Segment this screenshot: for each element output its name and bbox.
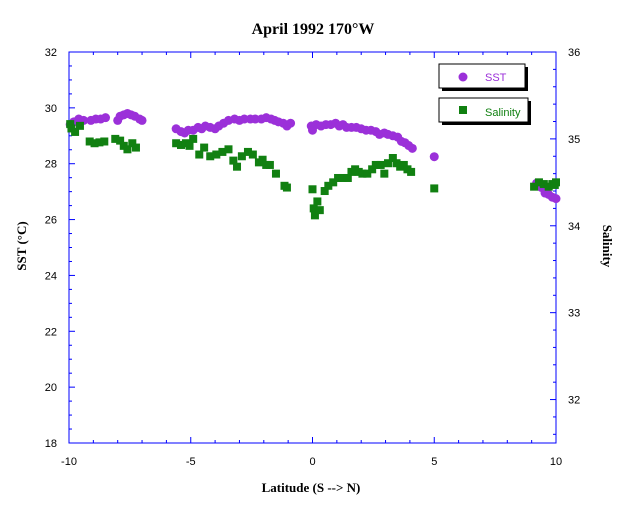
- salinity-point: [430, 184, 439, 193]
- x-tick-label: 5: [431, 456, 437, 468]
- salinity-point: [324, 181, 333, 190]
- salinity-point: [399, 160, 408, 169]
- salinity-point: [237, 152, 246, 161]
- salinity-point: [200, 143, 209, 152]
- salinity-point: [363, 169, 372, 178]
- y-left-tick-label: 28: [45, 159, 57, 171]
- salinity-point: [116, 136, 125, 145]
- salinity-point: [368, 165, 377, 174]
- salinity-point: [123, 145, 132, 154]
- sst-point: [551, 194, 561, 204]
- sst-point: [101, 113, 111, 123]
- y-left-tick-label: 20: [45, 382, 57, 394]
- salinity-point: [534, 178, 543, 187]
- sst-point: [407, 143, 417, 153]
- y-left-tick-label: 30: [45, 103, 57, 115]
- y-left-tick-label: 26: [45, 215, 57, 227]
- salinity-point: [539, 180, 548, 189]
- salinity-point: [308, 185, 317, 194]
- salinity-point: [329, 178, 338, 187]
- legend: SST Salinity: [438, 63, 531, 125]
- salinity-point: [271, 169, 280, 178]
- salinity-point: [172, 139, 181, 148]
- x-tick-label: -10: [61, 456, 77, 468]
- legend-salinity-label: Salinity: [485, 107, 521, 119]
- legend-salinity-box: [438, 97, 529, 123]
- salinity-point: [177, 140, 186, 149]
- salinity-point: [111, 134, 120, 143]
- chart-title: April 1992 170°W: [252, 21, 375, 38]
- salinity-point: [131, 143, 140, 152]
- x-tick-label: 0: [309, 456, 315, 468]
- y-left-tick-label: 24: [45, 270, 57, 282]
- salinity-point: [358, 169, 367, 178]
- sst-point: [429, 152, 439, 162]
- salinity-point: [282, 183, 291, 192]
- salinity-point: [407, 167, 416, 176]
- salinity-point: [376, 160, 385, 169]
- salinity-point: [90, 139, 99, 148]
- salinity-point: [85, 137, 94, 146]
- y-axis-left-label: SST (°C): [14, 221, 29, 270]
- y-axis-right-label: Salinity: [600, 225, 615, 268]
- salinity-point: [233, 162, 242, 171]
- salinity-point: [320, 187, 329, 196]
- y-left-tick-label: 32: [45, 47, 57, 59]
- salinity-point: [224, 145, 233, 154]
- y-right-tick-label: 36: [568, 47, 580, 59]
- legend-sst-marker: [458, 72, 468, 82]
- salinity-point: [338, 173, 347, 182]
- salinity-point: [185, 141, 194, 150]
- salinity-point: [75, 121, 84, 130]
- salinity-point: [371, 160, 380, 169]
- y-left-tick-label: 18: [45, 438, 57, 450]
- salinity-point: [315, 206, 324, 215]
- y-right-tick-label: 34: [568, 221, 580, 233]
- y-right-tick-label: 32: [568, 395, 580, 407]
- salinity-point: [128, 139, 137, 148]
- x-tick-label: -5: [186, 456, 196, 468]
- salinity-point: [313, 197, 322, 206]
- sst-point: [286, 118, 296, 128]
- salinity-point: [552, 178, 560, 187]
- salinity-point: [189, 134, 198, 143]
- legend-salinity-marker: [459, 106, 467, 114]
- salinity-point: [195, 150, 204, 159]
- salinity-point: [530, 182, 539, 191]
- salinity-point: [334, 173, 343, 182]
- salinity-point: [343, 173, 352, 182]
- salinity-point: [383, 159, 392, 168]
- salinity-point: [218, 147, 227, 156]
- legend-sst-box: [438, 63, 526, 89]
- salinity-point: [310, 211, 319, 220]
- x-axis-label: Latitude (S --> N): [262, 480, 361, 495]
- salinity-point: [265, 160, 274, 169]
- salinity-point: [388, 154, 397, 163]
- salinity-point: [243, 147, 252, 156]
- y-right-tick-label: 35: [568, 134, 580, 146]
- salinity-point: [66, 120, 75, 129]
- salinity-point: [100, 137, 109, 146]
- x-tick-label: 10: [550, 456, 562, 468]
- salinity-point: [95, 138, 104, 147]
- salinity-point: [71, 127, 80, 136]
- salinity-point: [229, 156, 238, 165]
- y-right-tick-label: 33: [568, 308, 580, 320]
- salinity-point: [258, 155, 267, 164]
- y-left-tick-label: 22: [45, 326, 57, 338]
- salinity-point: [212, 150, 221, 159]
- sst-point: [137, 115, 147, 125]
- salinity-point: [206, 152, 215, 161]
- salinity-point: [380, 169, 389, 178]
- salinity-point: [309, 204, 318, 213]
- legend-sst-label: SST: [485, 72, 507, 84]
- salinity-point: [248, 150, 257, 159]
